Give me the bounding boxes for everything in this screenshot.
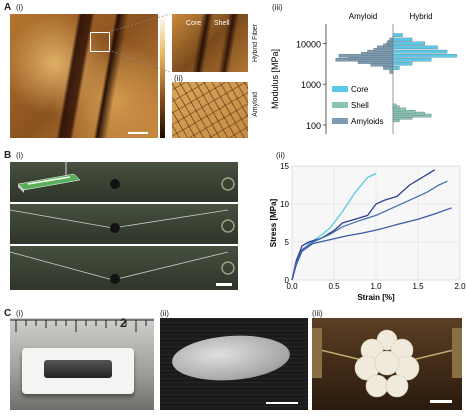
histogram-bar (392, 66, 400, 70)
histogram-bar (392, 61, 413, 66)
legend-label: Amyloids (351, 117, 383, 126)
histogram-bar (392, 49, 448, 54)
histogram-y-axis-label: Modulus [MPa] (270, 49, 280, 109)
panel-b-ii-label: (ii) (276, 151, 285, 160)
holder-slot (44, 360, 112, 378)
ruler-number: 2 (120, 316, 127, 330)
histogram-bar (392, 103, 397, 108)
legend-label: Shell (351, 101, 369, 110)
histogram-bar (392, 37, 413, 42)
tensile-frame-3 (10, 246, 238, 290)
legend-label: Core (351, 85, 369, 94)
histogram-bar (389, 70, 394, 74)
x-tick-label: 0.0 (286, 282, 298, 291)
height-colorbar (160, 14, 165, 138)
panel-a-iii-label: (iii) (272, 3, 283, 12)
modulus-histogram: Amyloid Hybrid 100 1000 10000 Modulus [MPa] Co… (270, 12, 457, 134)
knot-illustration (312, 328, 462, 403)
stress-strain-chart: 0.0 0.5 1.0 1.5 2.0 0 5 10 15 Strain [%] Stress [M… (270, 162, 466, 302)
histogram-bar (392, 33, 403, 37)
histogram-y-tick-label: 1000 (301, 80, 321, 90)
ruler-ticks (10, 319, 154, 332)
series-line-3 (291, 180, 448, 281)
histogram-right-label: Hybrid (409, 12, 432, 21)
panel-c-letter: C (4, 308, 12, 319)
legend-swatch (332, 118, 348, 124)
device-schematic (17, 160, 81, 193)
histogram-left-label: Amyloid (349, 12, 377, 21)
histogram-bar (383, 66, 394, 70)
x-tick-label: 2.0 (454, 282, 466, 291)
zoom-connector-lines (108, 14, 171, 73)
histogram-bar (392, 53, 457, 58)
y-tick-label: 10 (280, 200, 289, 209)
legend-swatch (332, 102, 348, 108)
series-line-2 (291, 169, 436, 281)
legend-swatch (332, 86, 348, 92)
afm-hybrid-fiber-image (10, 14, 158, 138)
hybrid-fiber-side-label: Hybrid Fiber (252, 24, 259, 63)
histogram-bar (392, 57, 432, 62)
histogram-bar (392, 45, 438, 50)
panel-a-ii-label: (ii) (174, 74, 183, 83)
scale-bar-c2 (266, 402, 298, 404)
y-tick-label: 5 (285, 238, 290, 247)
scale-bar (128, 132, 148, 134)
inset-amyloid-image (172, 82, 248, 138)
x-tick-label: 1.0 (370, 282, 382, 291)
panel-c-i-label: (i) (16, 309, 24, 318)
histogram-y-tick-label: 100 (306, 121, 321, 131)
panel-c-iii-label: (iii) (312, 309, 323, 318)
histogram-y-tick-label: 10000 (296, 39, 321, 49)
y-tick-label: 0 (285, 276, 290, 285)
panel-b-letter: B (4, 150, 12, 161)
inset-hybrid-image (172, 14, 248, 72)
amyloid-side-label: Amyloid (252, 92, 259, 117)
inset-shell-label: Shell (214, 20, 230, 27)
histogram-bar (389, 37, 394, 42)
x-tick-label: 1.5 (412, 282, 424, 291)
x-tick-label: 0.5 (328, 282, 340, 291)
tensile-test-sequence (10, 177, 235, 286)
panel-c-ii-label: (ii) (160, 309, 169, 318)
x-axis-label: Strain [%] (357, 293, 395, 302)
panel-b-i-label: (i) (16, 151, 24, 160)
inset-core-label: Core (186, 20, 202, 27)
y-tick-label: 15 (280, 162, 289, 171)
panel-a-i-label: (i) (16, 3, 24, 12)
histogram-bar (392, 41, 425, 46)
zoom-box (90, 32, 110, 52)
series-line-4 (291, 207, 452, 281)
panel-a-letter: A (4, 2, 12, 13)
y-axis-label: Stress [MPa] (270, 198, 278, 247)
tensile-frame-2 (10, 204, 238, 244)
